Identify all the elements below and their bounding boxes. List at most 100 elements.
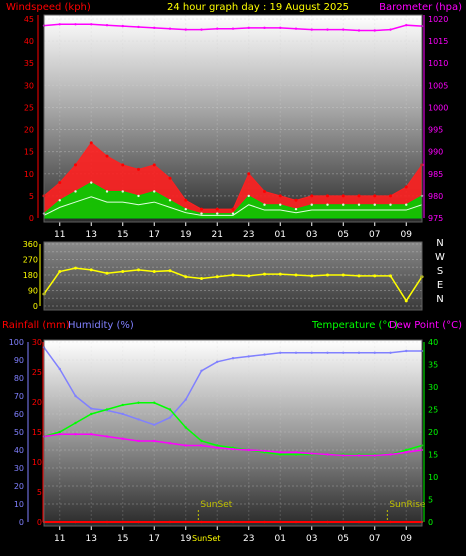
average-wind-point	[389, 203, 392, 206]
barometer-tick-label: 1015	[428, 37, 448, 46]
humidity-line-point	[200, 369, 203, 372]
temperature-tick-label: 30	[428, 383, 438, 392]
windspeed-tick-label: 25	[24, 103, 34, 112]
rainfall-tick-label: 20	[32, 398, 42, 407]
average-wind-area	[43, 182, 423, 219]
direction-tick-label: 0	[33, 302, 38, 311]
x-tick-label: 19	[180, 534, 192, 544]
lower-panel-background	[44, 340, 422, 526]
rainfall-line-point	[326, 520, 329, 524]
x-tick-label: 23	[243, 230, 254, 240]
barometer-point	[184, 28, 187, 31]
rainfall-tick-label: 30	[32, 338, 42, 347]
x-tick-label: 13	[86, 534, 97, 544]
humidity-line-point	[342, 351, 345, 354]
dewpoint-line-point	[247, 448, 250, 452]
direction-point	[184, 275, 188, 279]
dewpoint-axis-label: Dew Point (°C)	[389, 320, 462, 331]
dewpoint-line-point	[310, 452, 313, 455]
humidity-line-point	[310, 351, 313, 354]
chart-title: 24 hour graph day : 19 August 2025	[167, 2, 349, 13]
barometer-point	[279, 26, 282, 30]
wind-speed-line	[43, 196, 423, 216]
x-tick-label: 11	[54, 230, 65, 240]
direction-point	[74, 266, 77, 270]
gust-point	[184, 198, 188, 202]
humidity-line-point	[184, 398, 187, 401]
direction-point	[215, 275, 219, 279]
rainfall-line-point	[231, 520, 235, 524]
barometer-point	[405, 23, 408, 27]
dewpoint-line-point	[231, 447, 235, 451]
barometer-point	[263, 26, 266, 30]
gust-point	[263, 189, 266, 193]
barometer-point	[342, 28, 345, 31]
humidity-line-point	[279, 351, 282, 354]
barometer-point	[294, 27, 298, 30]
dewpoint-line-point	[263, 449, 266, 453]
x-tick-label: 03	[306, 230, 317, 240]
x-tick-label: 09	[401, 230, 413, 240]
windspeed-tick-label: 0	[29, 214, 34, 223]
average-wind-point	[137, 194, 140, 198]
direction-point	[231, 273, 235, 277]
direction-point	[247, 274, 251, 278]
windspeed-tick-label: 15	[24, 148, 34, 157]
barometer-tick-label: 975	[428, 214, 443, 223]
humidity-tick-label: 70	[14, 392, 24, 401]
barometer-point	[216, 27, 219, 30]
average-wind-point	[326, 203, 329, 206]
gust-point	[310, 194, 314, 198]
temperature-line-point	[279, 453, 282, 456]
direction-point	[294, 273, 298, 277]
rainfall-line-point	[184, 520, 187, 524]
lower-x-axis: 11 13 15 17 19 23 01 03 05 07 09 SunSet	[54, 526, 412, 544]
humidity-line-point	[137, 418, 140, 421]
direction-point	[389, 274, 392, 278]
rainfall-tick-label: 5	[37, 488, 42, 497]
direction-tick-label: 270	[23, 256, 38, 265]
direction-point	[152, 270, 156, 274]
direction-point	[310, 274, 314, 278]
humidity-line-point	[247, 355, 250, 358]
rainfall-line-point	[373, 520, 376, 524]
average-wind-point	[357, 203, 361, 206]
gust-point	[389, 194, 392, 198]
x-tick-label: 21	[212, 230, 223, 240]
average-wind-point	[105, 190, 109, 193]
temperature-tick-label: 10	[428, 473, 438, 482]
dewpoint-line-point	[184, 444, 187, 447]
temperature-line-point	[121, 403, 124, 407]
rainfall-line-point	[216, 520, 219, 524]
gust-point	[200, 207, 203, 211]
x-tick-label: 09	[401, 534, 413, 544]
rainfall-line-point	[357, 520, 361, 524]
gust-point	[341, 194, 345, 198]
direction-point	[263, 272, 266, 276]
dewpoint-line-point	[90, 433, 93, 436]
temperature-axis-label: Temperature (°C)	[311, 320, 398, 331]
lower-axis-ticks: 0 10 20 30 40 50 60 70 80 90 100 0 5 10 15 20 25 30 0 5 10 15…	[9, 338, 438, 527]
direction-point	[121, 270, 125, 274]
barometer-point	[200, 28, 203, 31]
dewpoint-line-point	[58, 433, 61, 436]
compass-label: N	[436, 294, 443, 305]
humidity-tick-label: 20	[14, 482, 24, 491]
sunset-tick-label: SunSet	[192, 534, 220, 543]
compass-label: E	[437, 280, 443, 291]
gust-point	[152, 163, 156, 167]
x-tick-label: 17	[149, 534, 160, 544]
average-wind-point	[200, 212, 203, 215]
average-wind-point	[310, 203, 313, 206]
rainfall-line-point	[58, 520, 61, 524]
temperature-line-point	[58, 430, 61, 434]
barometer-plot	[42, 23, 424, 32]
humidity-line-point	[231, 357, 235, 360]
dewpoint-line-point	[121, 437, 124, 440]
temperature-line-point	[74, 421, 77, 425]
direction-point	[278, 272, 282, 276]
rainfall-line-point	[137, 520, 140, 524]
barometer-point	[310, 28, 313, 31]
average-wind-point	[168, 199, 172, 202]
sun-events: SunSet SunRise	[197, 500, 426, 522]
